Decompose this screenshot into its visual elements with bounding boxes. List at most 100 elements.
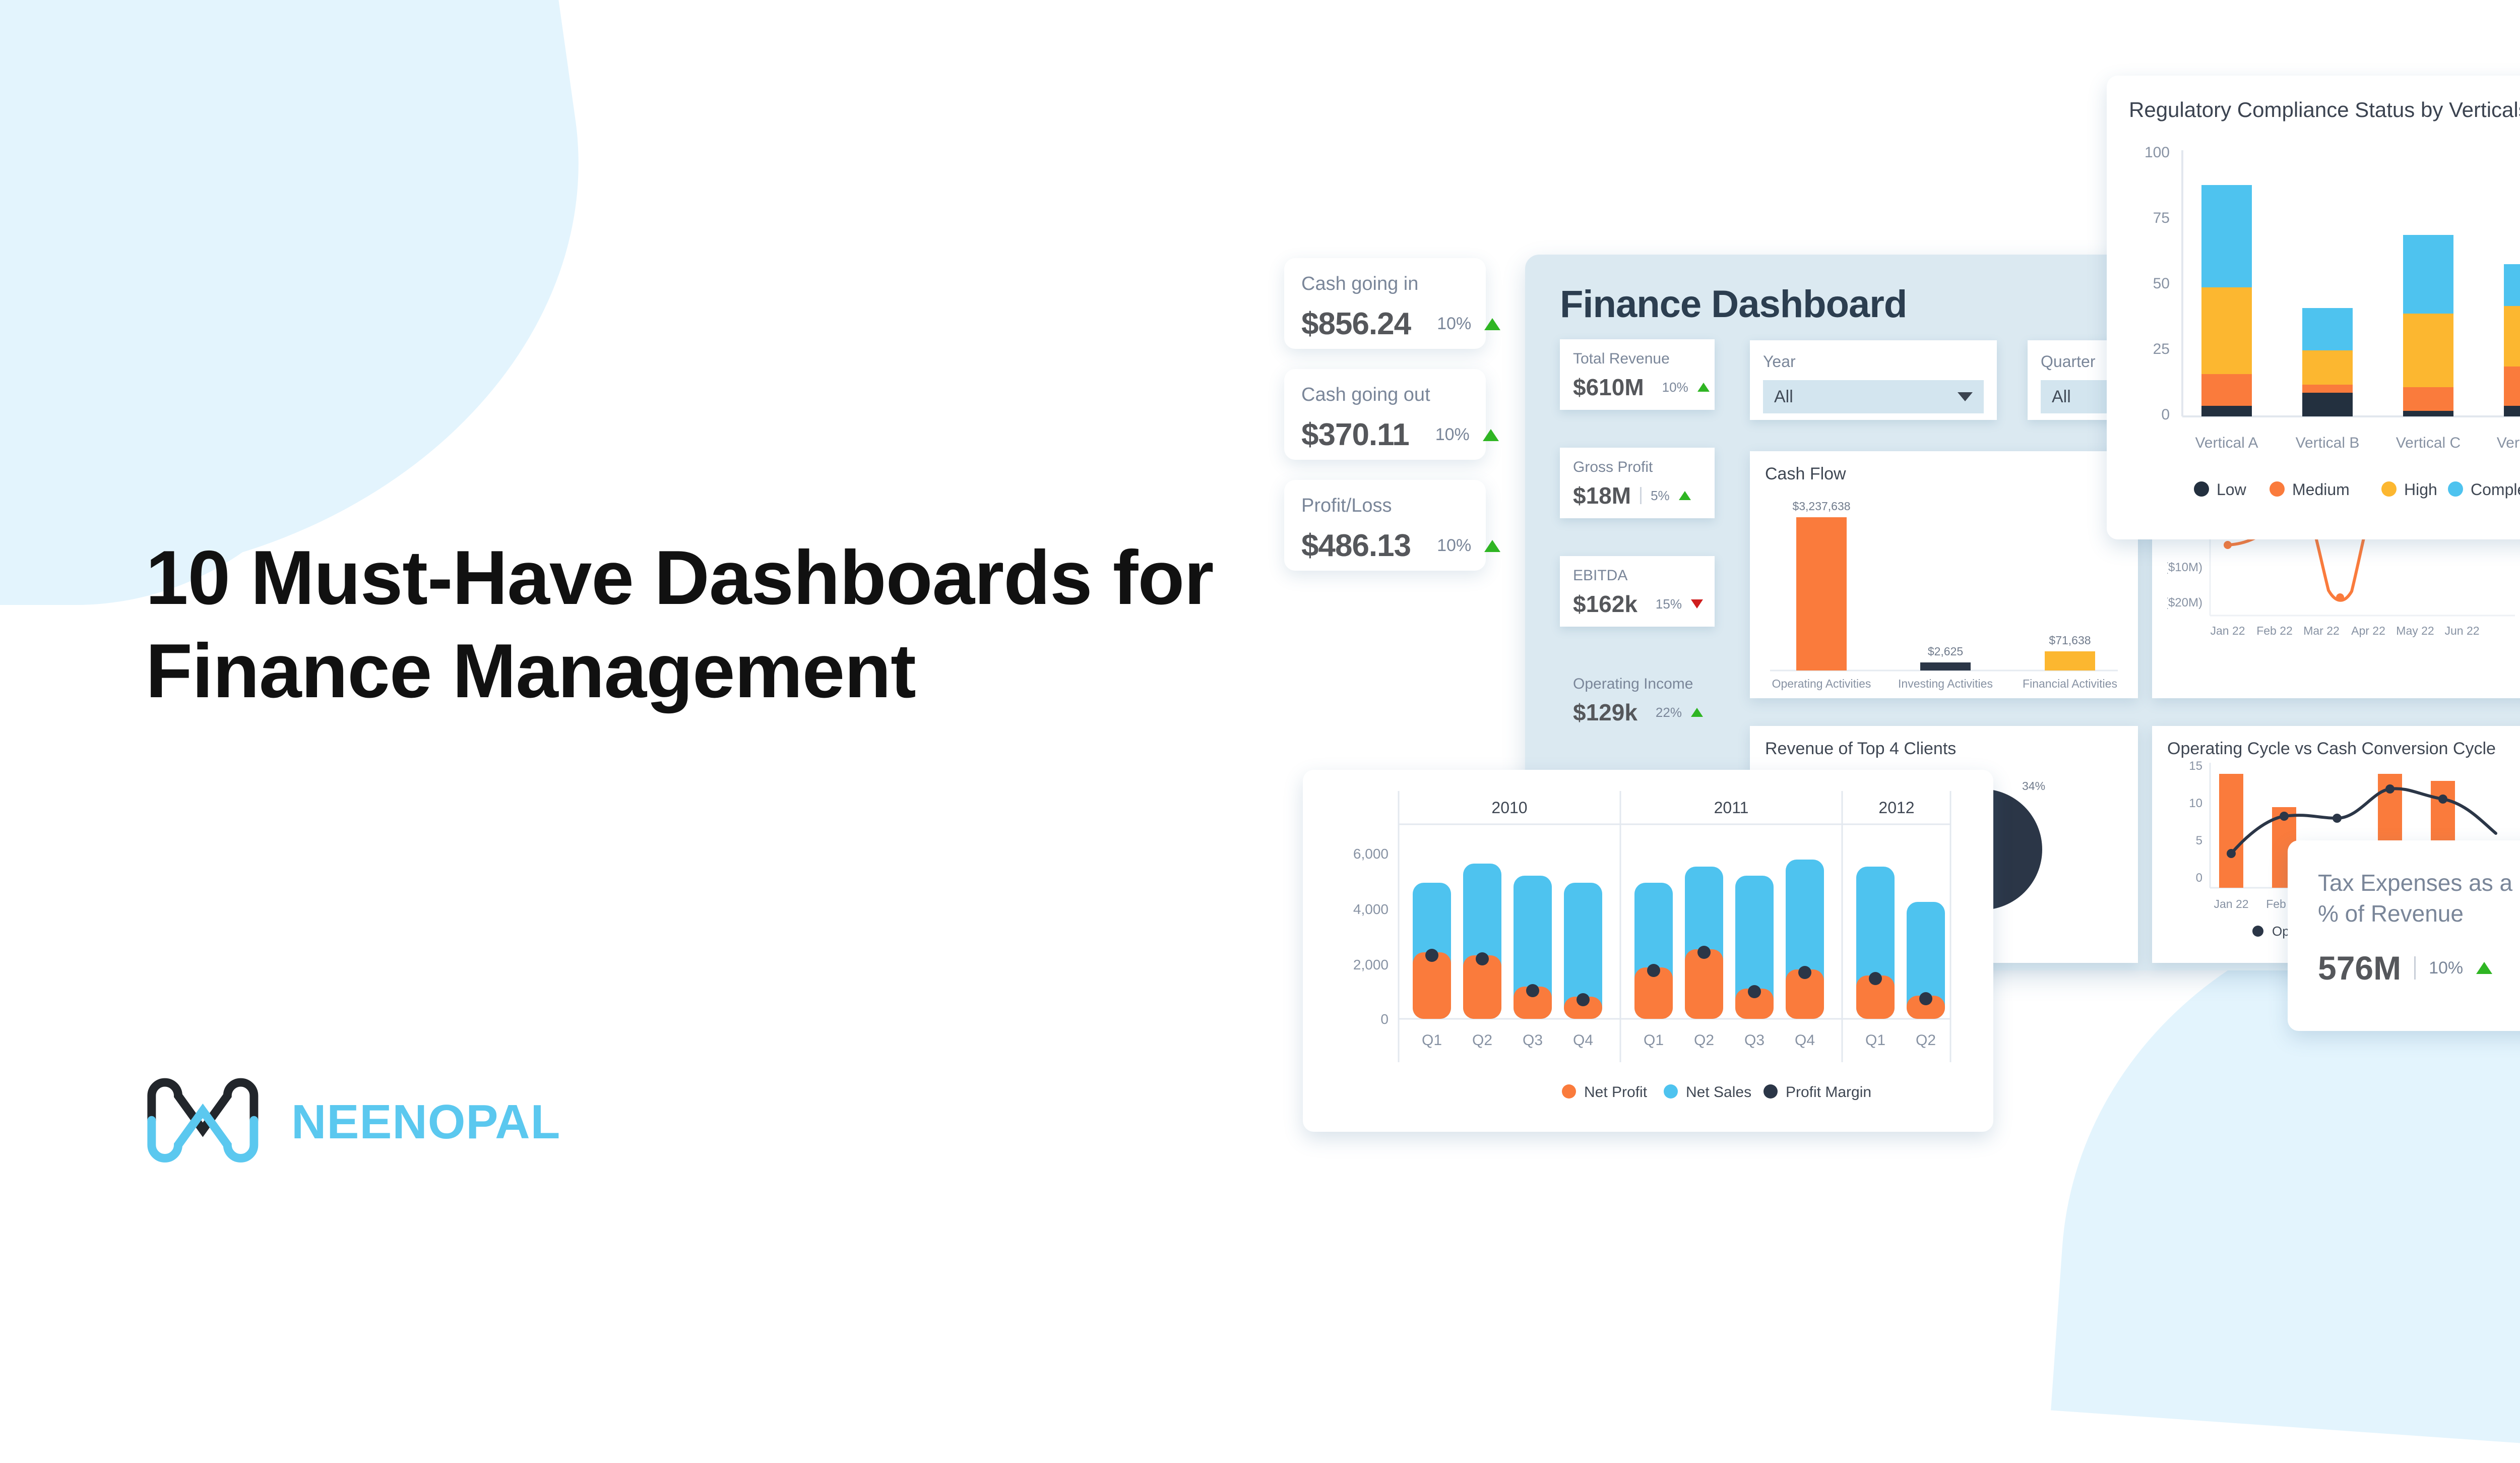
trend-down-icon [1690, 599, 1703, 608]
chart-title: Regulatory Compliance Status by Vertical… [2129, 98, 2520, 121]
kpi-value: $18M [1573, 482, 1631, 509]
bar-label: $3,237,638 [1792, 500, 1850, 513]
legend-swatch-low [2194, 481, 2209, 497]
chart-card-cash-flow[interactable]: Cash Flow $3,237,638 $2,625 $71,638 Oper… [1750, 451, 2138, 698]
legend-swatch-net-sales [1664, 1084, 1678, 1099]
x-tick-label: Vertical A [2195, 435, 2258, 451]
legend-label: Net Sales [1686, 1084, 1751, 1101]
chart-card-net-profit-net-sales[interactable]: 2010 2011 2012 6,000 4,000 2,000 0 [1303, 770, 1993, 1132]
kpi-delta: 10% [1437, 314, 1472, 333]
chart-card-regulatory-compliance[interactable]: Regulatory Compliance Status by Vertical… [2107, 76, 2520, 539]
page-title-line-1: 10 Must-Have Dashboards for [146, 535, 1214, 621]
bar-segment-high [2201, 287, 2252, 374]
kpi-card-tax-expenses[interactable]: Tax Expenses as a % of Revenue 576M 10% [2288, 840, 2520, 1031]
group-label: 2011 [1714, 799, 1749, 817]
profit-margin-point [1697, 946, 1711, 959]
bar-segment-high [2302, 350, 2353, 385]
profit-margin-point [1526, 984, 1539, 997]
kpi-delta: 10% [1662, 379, 1688, 395]
brand-logo: NEENOPAL [143, 1075, 560, 1170]
brand-name: NEENOPAL [291, 1095, 561, 1149]
legend-label: Medium [2292, 480, 2350, 499]
bar-segment-medium [2403, 387, 2453, 411]
bar-net-profit [1514, 987, 1552, 1019]
kpi-delta: 15% [1655, 596, 1682, 612]
dashboard-kpi-gross-profit[interactable]: Gross Profit $18M 5% [1560, 448, 1715, 518]
filter-year[interactable]: Year All [1750, 340, 1997, 420]
x-tick-label: Q1 [1644, 1032, 1664, 1049]
data-point [2227, 849, 2236, 858]
x-tick-label: Q2 [1694, 1032, 1714, 1049]
neenopal-m-monogram-icon [147, 1078, 259, 1163]
profit-margin-point [1476, 952, 1489, 965]
page-title-line-2: Finance Management [146, 628, 916, 714]
bar-segment-high [2504, 306, 2520, 367]
kpi-label: Operating Income [1573, 676, 1693, 692]
dashboard-kpi-operating-income[interactable]: Operating Income $129k 22% [1560, 664, 1715, 735]
bar-net-profit [1856, 976, 1895, 1019]
chart-title: Revenue of Top 4 Clients [1765, 739, 1957, 758]
kpi-value: $610M [1573, 374, 1644, 400]
y-tick-label: 75 [2153, 210, 2170, 226]
x-tick-label: Q3 [1744, 1032, 1765, 1049]
bar-net-sales [1735, 876, 1774, 1019]
legend-swatch-high [2381, 481, 2397, 497]
y-tick-label: 0 [1380, 1011, 1389, 1027]
kpi-label: Gross Profit [1573, 459, 1653, 475]
quarter-dropdown-value: All [2052, 387, 2071, 406]
y-tick-label: ($20M) [2167, 596, 2202, 609]
profit-margin-point [1798, 966, 1811, 979]
bar-operating-activities [1796, 517, 1847, 670]
bar-group-2011 [1634, 860, 1824, 1019]
cash-flow-bar-chart: $3,237,638 $2,625 $71,638 Operating Acti… [1770, 500, 2118, 690]
bar-segment-low [2302, 393, 2353, 416]
group-label: 2010 [1491, 799, 1527, 817]
kpi-delta: 10% [1435, 425, 1470, 444]
legend-label: Profit Margin [1786, 1084, 1871, 1101]
pie-label: 34% [2022, 779, 2045, 793]
year-dropdown[interactable]: All [1763, 380, 1984, 413]
kpi-delta: 22% [1655, 704, 1682, 720]
kpi-label-line-2: % of Revenue [2318, 900, 2464, 927]
bar-net-profit [1907, 996, 1945, 1019]
chevron-down-icon[interactable] [1958, 392, 1973, 401]
bar-segment-complete [2201, 185, 2252, 287]
x-tick-label: Financial Activities [2023, 677, 2117, 690]
chart-title: Cash Flow [1765, 464, 1846, 483]
kpi-delta: 10% [1437, 536, 1472, 555]
x-tick-label: Vertical D [2497, 435, 2520, 451]
kpi-divider [1640, 487, 1642, 504]
legend-label: Complete [2471, 480, 2520, 499]
group-label: 2012 [1878, 799, 1914, 817]
kpi-card-cash-going-in[interactable]: Cash going in $856.24 10% [1284, 258, 1501, 349]
data-point [2385, 784, 2395, 794]
legend-swatch-complete [2448, 481, 2463, 497]
dashboard-kpi-total-revenue[interactable]: Total Revenue $610M 10% [1560, 339, 1715, 410]
kpi-divider [2414, 956, 2416, 980]
kpi-value: $486.13 [1301, 528, 1411, 563]
y-tick-label: 2,000 [1353, 957, 1389, 972]
net-profit-net-sales-chart: 2010 2011 2012 6,000 4,000 2,000 0 [1353, 791, 1951, 1101]
bar-net-profit [1786, 969, 1824, 1019]
bar-segment-medium [2302, 385, 2353, 393]
y-tick-label: 0 [2161, 406, 2170, 423]
legend-swatch-medium [2270, 481, 2285, 497]
x-tick-label: Investing Activities [1898, 677, 1993, 690]
bar-segment-medium [2504, 367, 2520, 406]
kpi-card-profit-loss[interactable]: Profit/Loss $486.13 10% [1284, 480, 1501, 571]
kpi-card-cash-going-out[interactable]: Cash going out $370.11 10% [1284, 369, 1499, 460]
dashboard-kpi-ebitda[interactable]: EBITDA $162k 15% [1560, 556, 1715, 627]
profit-margin-point [1919, 992, 1932, 1005]
regulatory-compliance-stacked-bar-chart: 100 75 50 25 0 Vertical A Vertical B Ver… [2145, 144, 2520, 499]
x-tick-label: Vertical C [2396, 435, 2461, 451]
bar-segment-low [2403, 411, 2453, 416]
bar-segment-complete [2504, 264, 2520, 306]
kpi-value: 576M [2318, 949, 2402, 987]
data-point [2333, 814, 2342, 823]
bar-label: $71,638 [2049, 634, 2091, 647]
kpi-label: Cash going in [1301, 273, 1419, 294]
kpi-label: Total Revenue [1573, 350, 1670, 367]
legend-swatch-net-profit [1562, 1084, 1576, 1099]
year-dropdown-value: All [1774, 387, 1793, 406]
x-tick-label: Apr 22 [2351, 624, 2385, 637]
